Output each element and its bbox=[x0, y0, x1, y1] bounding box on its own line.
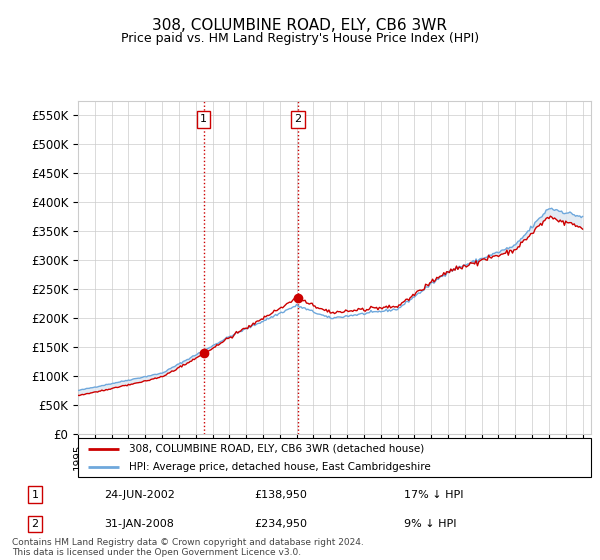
Text: Contains HM Land Registry data © Crown copyright and database right 2024.
This d: Contains HM Land Registry data © Crown c… bbox=[12, 538, 364, 557]
Text: 308, COLUMBINE ROAD, ELY, CB6 3WR: 308, COLUMBINE ROAD, ELY, CB6 3WR bbox=[152, 18, 448, 33]
Text: 24-JUN-2002: 24-JUN-2002 bbox=[104, 489, 175, 500]
Text: 1: 1 bbox=[200, 114, 207, 124]
Text: 2: 2 bbox=[295, 114, 302, 124]
Text: 9% ↓ HPI: 9% ↓ HPI bbox=[404, 519, 456, 529]
Text: 17% ↓ HPI: 17% ↓ HPI bbox=[404, 489, 463, 500]
FancyBboxPatch shape bbox=[78, 438, 591, 477]
Text: Price paid vs. HM Land Registry's House Price Index (HPI): Price paid vs. HM Land Registry's House … bbox=[121, 32, 479, 45]
Text: £234,950: £234,950 bbox=[254, 519, 307, 529]
Text: 308, COLUMBINE ROAD, ELY, CB6 3WR (detached house): 308, COLUMBINE ROAD, ELY, CB6 3WR (detac… bbox=[130, 444, 425, 454]
Text: 2: 2 bbox=[31, 519, 38, 529]
Text: 31-JAN-2008: 31-JAN-2008 bbox=[104, 519, 174, 529]
Text: £138,950: £138,950 bbox=[254, 489, 307, 500]
Text: HPI: Average price, detached house, East Cambridgeshire: HPI: Average price, detached house, East… bbox=[130, 461, 431, 472]
Text: 1: 1 bbox=[32, 489, 38, 500]
